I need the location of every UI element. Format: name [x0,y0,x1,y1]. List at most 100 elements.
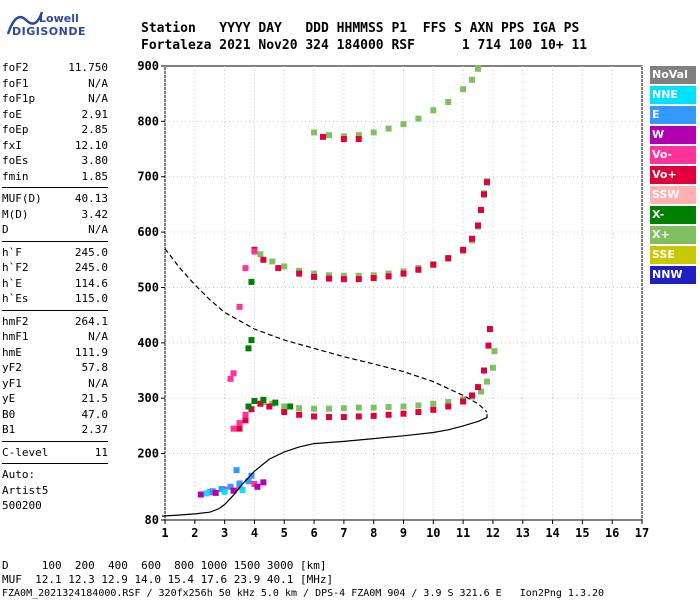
x-tick-label: 16 [605,526,619,540]
x-tick-label: 13 [516,526,530,540]
echo-point-w [230,487,237,494]
echo-point-vo [296,270,303,277]
param-value: 2.91 [81,107,109,121]
echo-point-x [269,258,276,265]
echo-point-vo [340,136,347,143]
echo-point-vo [320,133,327,140]
param-value: N/A [88,76,108,90]
echo-point-x [281,403,288,410]
x-tick-label: 5 [281,526,288,540]
echo-point-x [257,251,264,258]
param-value: 2.85 [81,123,109,136]
parameter-panel: foF2 11.750 foF1 N/A foF1p N/A foE 2.91 foEp 2.85… [2,60,108,514]
param-separator [2,309,108,311]
echo-point-vo [469,392,476,399]
x-tick-label: 1 [161,526,168,540]
echo-point-e [236,480,243,487]
auto-scaling-line: Artist5 [2,483,49,497]
param-name: B1 [2,423,16,436]
param-value: 11.750 [68,61,108,74]
param-row: h`F2 245.0 [2,260,108,276]
param-value: 47.0 [81,407,109,421]
echo-point-x [430,107,437,114]
echo-point-x [370,129,377,136]
param-name: foE [2,107,22,121]
param-row: fxI 12.10 [2,138,108,154]
echo-point-vo [480,367,487,374]
param-name: MUF(D) [2,192,42,205]
param-row: foF1p N/A [2,91,108,107]
echo-point-x [400,121,407,128]
echo-point-vo [430,406,437,413]
echo-point-vo [460,398,467,405]
param-value: 115.0 [74,292,108,305]
echo-point-vo [400,410,407,417]
x-tick-label: 15 [575,526,589,540]
param-value: N/A [88,92,108,105]
param-name: B0 [2,407,16,421]
grid [164,66,643,520]
param-row: hmF1 N/A [2,329,108,345]
echo-point-x [340,405,347,412]
param-value: 3.80 [81,154,109,167]
param-value: 111.9 [74,345,108,359]
echo-point-x [248,337,255,344]
echo-point-vo [475,384,482,391]
echo-point-vo [257,400,264,407]
echo-point-x [385,125,392,132]
echo-point-vo [242,417,249,424]
param-row: yF1 N/A [2,376,108,392]
x-tick-label: 6 [310,526,317,540]
param-row: foE 2.91 [2,107,108,123]
param-row: yF2 57.8 [2,360,108,376]
param-name: C-level [2,445,49,459]
echo-point-x [355,272,362,279]
param-value: 21.5 [81,392,109,405]
param-value: 12.10 [74,138,108,152]
echo-point-vo [460,246,467,253]
param-row: h`F 245.0 [2,245,108,261]
x-tick-label: 17 [635,526,649,540]
param-row: B0 47.0 [2,407,108,423]
param-name: foF2 [2,61,29,74]
echo-point-w [254,483,261,490]
y-tick-label: 300 [137,391,159,405]
x-tick-label: 9 [400,526,407,540]
param-row: B1 2.37 [2,422,108,438]
echo-point-vo [370,412,377,419]
param-name: foEs [2,154,29,167]
y-tick-label: 800 [137,114,159,128]
echo-point-vo [475,222,482,229]
param-value: 264.1 [74,314,108,328]
x-tick-label: 10 [426,526,440,540]
x-tick-label: 14 [545,526,559,540]
param-name: h`F2 [2,261,29,274]
echo-point-vo [236,420,243,427]
y-tick-label: 400 [137,336,159,350]
echo-point-vo [325,275,332,282]
echo-point-e [227,483,234,490]
echo-point-x [251,397,258,404]
echo-point-vo [230,425,237,432]
echo-point-vo [445,255,452,262]
echo-point-x [272,399,279,406]
echo-point-x [311,405,318,412]
param-name: h`Es [2,292,29,305]
echo-point-vo [340,276,347,283]
echo-point-x [260,396,267,403]
param-name: h`F [2,245,22,259]
echo-point-x [445,399,452,406]
echo-point-x [469,76,476,83]
echo-point-e [248,472,255,479]
auto-scaling-line: 500200 [2,499,42,512]
header-row-values: Fortaleza 2021 Nov20 324 184000 RSF 1 71… [141,38,588,53]
footer-muf-row: MUF 12.1 12.3 12.9 14.0 15.4 17.6 23.9 4… [2,573,334,586]
param-row: foF1 N/A [2,76,108,92]
echo-point-vo [311,413,318,420]
echo-point-vo [400,270,407,277]
echo-point-w [197,491,204,498]
echo-point-x [478,388,485,395]
echo-point-vo [370,275,377,282]
echo-point-w [212,489,219,496]
param-name: foF1p [2,92,36,105]
